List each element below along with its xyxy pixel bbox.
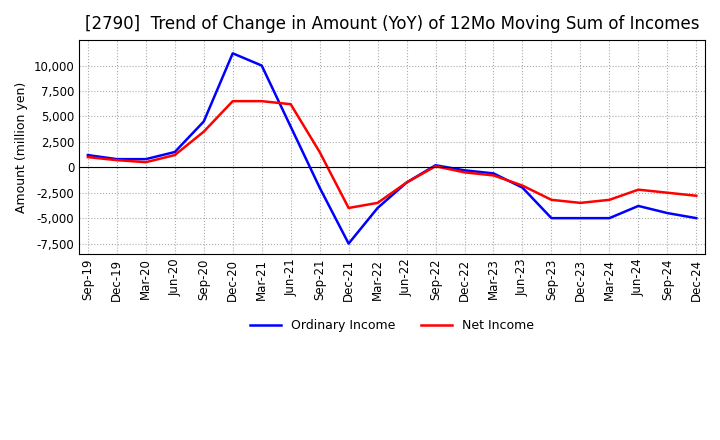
Net Income [199,129,208,134]
Ordinary Income [257,63,266,68]
Ordinary Income [576,216,585,221]
Legend: Ordinary Income, Net Income: Ordinary Income, Net Income [245,314,539,337]
Ordinary Income [518,185,527,190]
Ordinary Income [460,168,469,173]
Line: Net Income: Net Income [88,101,696,208]
Net Income [634,187,643,192]
Ordinary Income [402,180,411,185]
Ordinary Income [431,163,440,168]
Net Income [402,180,411,185]
Net Income [605,197,613,202]
Ordinary Income [605,216,613,221]
Net Income [518,183,527,188]
Ordinary Income [663,210,672,216]
Ordinary Income [142,157,150,162]
Net Income [431,164,440,169]
Net Income [489,173,498,178]
Net Income [315,149,324,154]
Net Income [287,102,295,107]
Net Income [373,200,382,205]
Net Income [663,190,672,195]
Ordinary Income [199,119,208,124]
Net Income [460,170,469,175]
Net Income [692,193,701,198]
Ordinary Income [171,149,179,154]
Net Income [84,154,92,160]
Ordinary Income [373,205,382,211]
Ordinary Income [547,216,556,221]
Net Income [547,197,556,202]
Net Income [228,99,237,104]
Ordinary Income [84,152,92,158]
Ordinary Income [315,185,324,190]
Ordinary Income [112,157,121,162]
Ordinary Income [692,216,701,221]
Net Income [142,160,150,165]
Ordinary Income [228,51,237,56]
Net Income [171,152,179,158]
Net Income [576,200,585,205]
Y-axis label: Amount (million yen): Amount (million yen) [15,81,28,213]
Ordinary Income [287,124,295,129]
Net Income [112,158,121,163]
Ordinary Income [634,203,643,209]
Title: [2790]  Trend of Change in Amount (YoY) of 12Mo Moving Sum of Incomes: [2790] Trend of Change in Amount (YoY) o… [85,15,699,33]
Net Income [344,205,353,211]
Line: Ordinary Income: Ordinary Income [88,53,696,244]
Ordinary Income [489,171,498,176]
Net Income [257,99,266,104]
Ordinary Income [344,241,353,246]
